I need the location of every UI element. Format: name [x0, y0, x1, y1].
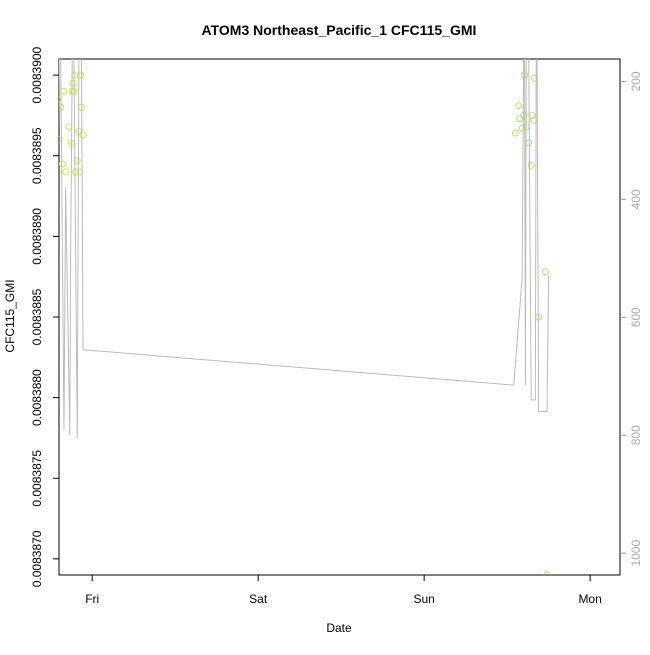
- data-point: [69, 79, 77, 87]
- plot-area: Fri Sat Sun Mon 0.0083870 0.0083875 0.0083880 0…: [30, 46, 643, 606]
- x-tick-label: Mon: [578, 592, 601, 606]
- y-tick-label: 0.0083895: [30, 127, 44, 184]
- data-point: [76, 168, 84, 176]
- data-point: [77, 71, 85, 79]
- y-tick-label: 0.0083885: [30, 288, 44, 345]
- y-tick-label: 0.0083890: [30, 208, 44, 265]
- series-line: [59, 59, 550, 439]
- y-axis-label: CFC115_GMI: [3, 279, 17, 352]
- y-tick-label: 0.0083875: [30, 450, 44, 507]
- data-point: [511, 129, 519, 137]
- data-point: [62, 168, 70, 176]
- chart-title: ATOM3 Northeast_Pacific_1 CFC115_GMI: [202, 22, 477, 38]
- y-tick-label: 0.0083900: [30, 46, 44, 103]
- data-point: [527, 161, 535, 169]
- data-point: [530, 116, 538, 124]
- y2-tick-label: 1000: [629, 540, 643, 567]
- y2-tick-label: 400: [629, 189, 643, 209]
- data-point: [59, 96, 61, 103]
- data-point: [79, 131, 87, 139]
- data-point: [59, 160, 66, 168]
- y-tick-label: 0.0083880: [30, 369, 44, 426]
- data-point: [515, 102, 523, 110]
- y2-tick-label: 800: [629, 425, 643, 445]
- data-point: [59, 136, 63, 144]
- y2-tick-label: 200: [629, 71, 643, 91]
- x-tick-label: Sun: [413, 592, 434, 606]
- data-point: [59, 74, 61, 80]
- data-point: [73, 157, 81, 165]
- data-point: [543, 571, 551, 575]
- data-group: [59, 59, 551, 575]
- x-tick-label: Fri: [85, 592, 99, 606]
- x-axis-label: Date: [326, 621, 352, 635]
- x-tick-label: Sat: [249, 592, 268, 606]
- y2-tick-label: 600: [629, 307, 643, 327]
- data-point: [541, 268, 549, 276]
- y-tick-label: 0.0083870: [30, 530, 44, 587]
